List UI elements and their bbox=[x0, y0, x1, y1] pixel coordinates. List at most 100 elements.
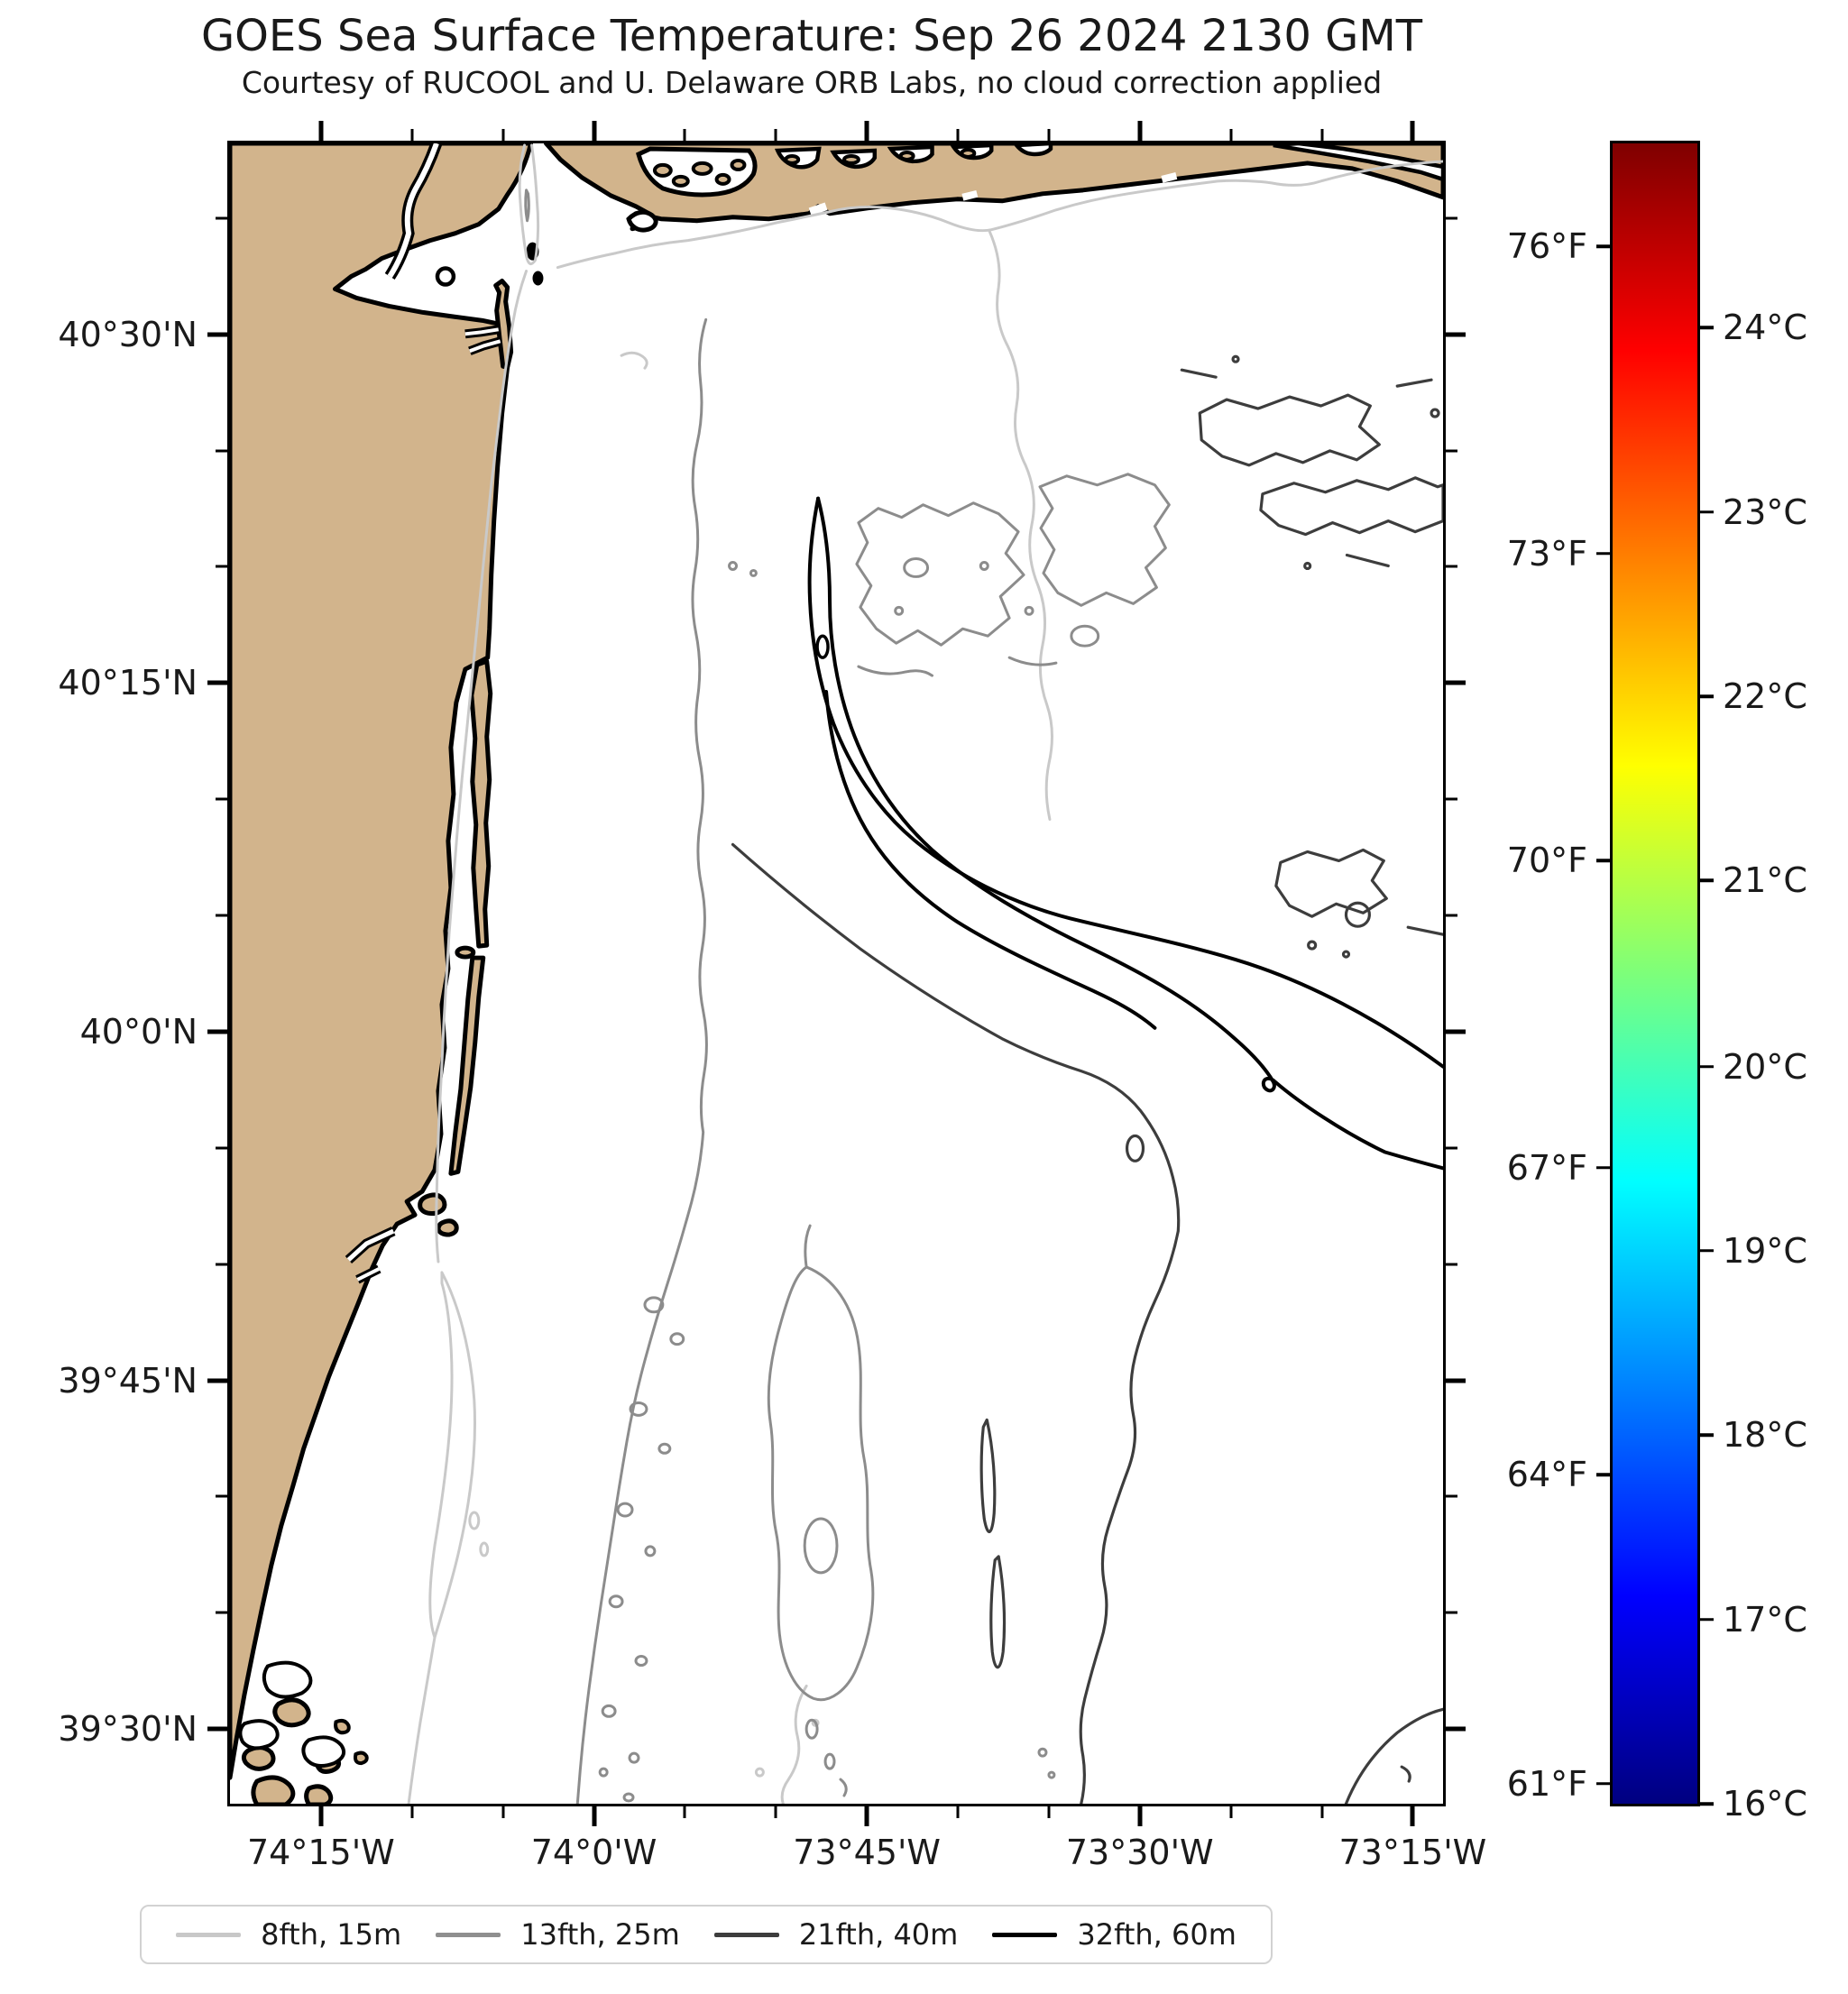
lat-tick-label: 39°30'N bbox=[58, 1709, 198, 1750]
colorbar-label-celsius: 21°C bbox=[1723, 860, 1807, 901]
colorbar-label-fahrenheit: 64°F bbox=[1506, 1455, 1587, 1495]
lon-minor-tick-top bbox=[683, 129, 686, 141]
colorbar-label-celsius: 23°C bbox=[1723, 492, 1807, 532]
lon-major-tick-bottom bbox=[864, 1806, 869, 1826]
colorbar-label-celsius: 19°C bbox=[1723, 1230, 1807, 1271]
colorbar-label-celsius: 20°C bbox=[1723, 1046, 1807, 1087]
lon-tick-label: 73°30'W bbox=[1065, 1833, 1214, 1872]
legend-item: 21fth, 40m bbox=[713, 1917, 959, 1952]
map-plot-area: 40°30'N 40°15'N 40°0'N 39°45'N 39°30'N 74°15'… bbox=[58, 121, 1486, 1872]
lat-major-tick-left bbox=[207, 1726, 227, 1732]
lat-minor-tick-right bbox=[1446, 1263, 1457, 1266]
lat-major-tick-right bbox=[1446, 1029, 1466, 1034]
lat-minor-tick-right bbox=[1446, 565, 1457, 568]
colorbar-label-celsius: 18°C bbox=[1723, 1415, 1807, 1456]
new-jersey-landmass bbox=[230, 143, 534, 1780]
colorbar-label-fahrenheit: 70°F bbox=[1506, 841, 1587, 881]
lon-minor-tick-top bbox=[1229, 129, 1233, 141]
lon-minor-tick-top bbox=[956, 129, 960, 141]
lat-major-tick-right bbox=[1446, 332, 1466, 337]
colorbar-tick-fahrenheit bbox=[1596, 1782, 1610, 1786]
hudson-valley-eye bbox=[815, 634, 830, 659]
lat-major-tick-left bbox=[207, 680, 227, 685]
lon-minor-tick-bottom bbox=[683, 1806, 686, 1818]
colorbar-tick-celsius bbox=[1700, 326, 1714, 330]
lon-minor-tick-top bbox=[1320, 129, 1323, 141]
lat-tick-label: 40°0'N bbox=[79, 1011, 198, 1052]
colorbar-tick-celsius bbox=[1700, 510, 1714, 514]
contour-60m-group bbox=[807, 496, 1443, 1171]
legend-line-swatch bbox=[992, 1932, 1058, 1937]
lat-major-tick-left bbox=[207, 1029, 227, 1034]
lon-minor-tick-bottom bbox=[1229, 1806, 1233, 1818]
lon-major-tick-bottom bbox=[592, 1806, 596, 1826]
chart-title: GOES Sea Surface Temperature: Sep 26 202… bbox=[200, 11, 1423, 61]
lon-major-tick-top bbox=[1410, 121, 1415, 141]
lon-major-tick-top bbox=[592, 121, 596, 141]
colorbar-label-celsius: 17°C bbox=[1723, 1599, 1807, 1640]
lon-major-tick-top bbox=[864, 121, 869, 141]
legend-label: 8fth, 15m bbox=[261, 1917, 402, 1952]
lon-minor-tick-top bbox=[774, 129, 777, 141]
contour-25m-group bbox=[524, 188, 1171, 1804]
barrier-island-south bbox=[448, 955, 486, 1176]
colorbar-label-fahrenheit: 73°F bbox=[1506, 533, 1587, 574]
barrier-island-north bbox=[469, 658, 493, 949]
lat-tick-label: 39°45'N bbox=[58, 1360, 198, 1401]
colorbar: 76°F 73°F 70°F 67°F 64°F 61°F 24°C 23°C 22°C 21°C… bbox=[1507, 141, 1807, 1824]
colorbar-tick-celsius bbox=[1700, 694, 1714, 698]
lon-tick-label: 73°45'W bbox=[793, 1833, 941, 1872]
colorbar-tick-celsius bbox=[1700, 1249, 1714, 1253]
legend-line-swatch bbox=[713, 1932, 779, 1937]
hudson-valley-inner bbox=[824, 690, 1157, 1030]
lat-major-tick-right bbox=[1446, 1726, 1466, 1732]
lon-tick-label: 74°15'W bbox=[247, 1833, 395, 1872]
lat-minor-tick-right bbox=[1446, 1146, 1457, 1150]
colorbar-tick-fahrenheit bbox=[1596, 551, 1610, 556]
colorbar-label-fahrenheit: 61°F bbox=[1506, 1763, 1587, 1804]
colorbar-tick-celsius bbox=[1700, 1802, 1714, 1806]
lat-tick-label: 40°15'N bbox=[58, 663, 198, 703]
colorbar-label-fahrenheit: 76°F bbox=[1506, 226, 1587, 267]
colorbar-tick-celsius bbox=[1700, 1064, 1714, 1069]
lat-minor-tick-right bbox=[1446, 1494, 1457, 1498]
sandy-hook-spit bbox=[493, 279, 514, 370]
lat-minor-tick-right bbox=[1446, 797, 1457, 801]
lat-minor-tick-left bbox=[216, 565, 227, 568]
legend-label: 13fth, 25m bbox=[520, 1917, 680, 1952]
lon-tick-label: 73°15'W bbox=[1338, 1833, 1487, 1872]
lat-minor-tick-right bbox=[1446, 449, 1457, 453]
legend-line-swatch bbox=[436, 1932, 501, 1937]
colorbar-tick-fahrenheit bbox=[1596, 859, 1610, 863]
lat-major-tick-right bbox=[1446, 1378, 1466, 1383]
lat-minor-tick-left bbox=[216, 216, 227, 220]
lon-major-tick-top bbox=[1137, 121, 1143, 141]
chart-subtitle: Courtesy of RUCOOL and U. Delaware ORB L… bbox=[241, 65, 1383, 100]
lat-minor-tick-right bbox=[1446, 216, 1457, 220]
lat-minor-tick-right bbox=[1446, 914, 1457, 917]
colorbar-label-fahrenheit: 67°F bbox=[1506, 1147, 1587, 1188]
legend-label: 21fth, 40m bbox=[798, 1917, 959, 1952]
land-group bbox=[230, 143, 1443, 1804]
lat-tick-label: 40°30'N bbox=[58, 314, 198, 354]
colorbar-label-celsius: 24°C bbox=[1723, 308, 1807, 348]
lon-major-tick-bottom bbox=[1137, 1806, 1143, 1826]
colorbar-label-celsius: 22°C bbox=[1723, 676, 1807, 717]
lon-minor-tick-bottom bbox=[774, 1806, 777, 1818]
colorbar-label-celsius: 16°C bbox=[1723, 1784, 1807, 1824]
contour-40m-group bbox=[731, 354, 1443, 1804]
lon-major-tick-bottom bbox=[1410, 1806, 1415, 1826]
lat-minor-tick-left bbox=[216, 914, 227, 917]
legend-item: 8fth, 15m bbox=[176, 1917, 401, 1952]
lon-tick-label: 74°0'W bbox=[530, 1833, 657, 1872]
lon-minor-tick-bottom bbox=[956, 1806, 960, 1818]
water-channels bbox=[238, 143, 1443, 1769]
colorbar-tick-celsius bbox=[1700, 1617, 1714, 1622]
contour-legend: 8fth, 15m 13fth, 25m 21fth, 40m 32fth, 60m bbox=[140, 1905, 1273, 1964]
map-canvas bbox=[230, 143, 1443, 1804]
colorbar-tick-fahrenheit bbox=[1596, 1473, 1610, 1477]
lon-minor-tick-bottom bbox=[410, 1806, 414, 1818]
legend-label: 32fth, 60m bbox=[1077, 1917, 1237, 1952]
colorbar-tick-celsius bbox=[1700, 878, 1714, 883]
